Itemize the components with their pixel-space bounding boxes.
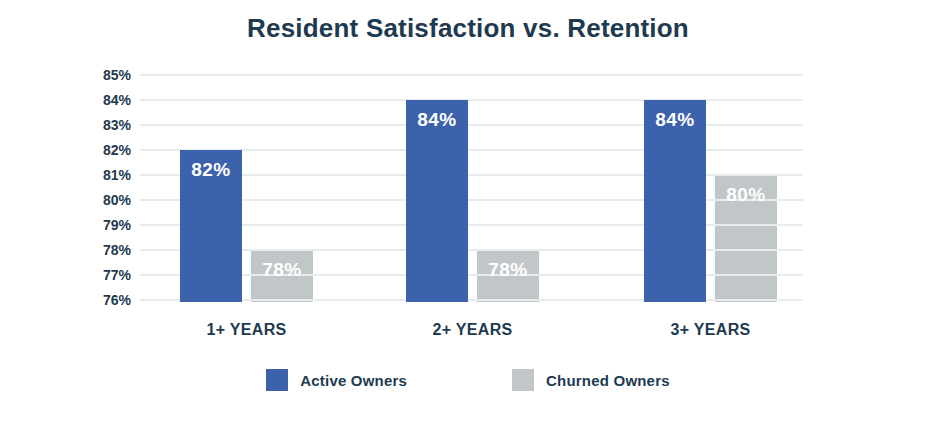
active-owners-swatch-icon <box>266 369 288 391</box>
bar-group-2+-years: 84% 78% <box>406 75 539 302</box>
x-category-label: 3+ YEARS <box>601 321 821 339</box>
chart-title: Resident Satisfaction vs. Retention <box>0 13 936 43</box>
legend-item-active-owners: Active Owners <box>266 369 407 391</box>
bar-value-label: 84% <box>406 110 468 129</box>
plot-area: 82% 78% 84% 78% 84% 80% <box>140 75 803 302</box>
bar-group-1+-years: 82% 78% <box>180 75 313 302</box>
y-tick-label: 84% <box>0 91 131 109</box>
y-tick-label: 79% <box>0 216 131 234</box>
y-axis: 85% 84% 83% 82% 81% 80% 79% 78% 77% 76% <box>0 0 131 422</box>
legend-item-churned-owners: Churned Owners <box>512 369 670 391</box>
y-tick-label: 80% <box>0 191 131 209</box>
y-tick-label: 81% <box>0 166 131 184</box>
y-tick-label: 76% <box>0 291 131 309</box>
legend-label-active-owners: Active Owners <box>300 372 407 389</box>
active-owners-bar <box>406 100 468 302</box>
y-tick-label: 85% <box>0 66 131 84</box>
bar-value-label: 78% <box>477 260 539 279</box>
legend-label-churned-owners: Churned Owners <box>546 372 670 389</box>
bar-value-label: 84% <box>644 110 706 129</box>
x-axis: 1+ YEARS2+ YEARS3+ YEARS <box>140 321 803 341</box>
chart-canvas: Resident Satisfaction vs. Retention 85%8… <box>0 0 936 422</box>
gridline <box>140 74 803 76</box>
bar-value-label: 78% <box>251 260 313 279</box>
bar-value-label: 82% <box>180 160 242 179</box>
churned-owners-swatch-icon <box>512 369 534 391</box>
x-category-label: 2+ YEARS <box>363 321 583 339</box>
bar-value-label: 80% <box>715 185 777 204</box>
y-tick-label: 83% <box>0 116 131 134</box>
legend: Active Owners Churned Owners <box>0 369 936 391</box>
y-tick-label: 77% <box>0 266 131 284</box>
x-category-label: 1+ YEARS <box>137 321 357 339</box>
y-tick-label: 78% <box>0 241 131 259</box>
y-tick-label: 82% <box>0 141 131 159</box>
active-owners-bar <box>644 100 706 302</box>
bar-group-3+-years: 84% 80% <box>644 75 777 302</box>
